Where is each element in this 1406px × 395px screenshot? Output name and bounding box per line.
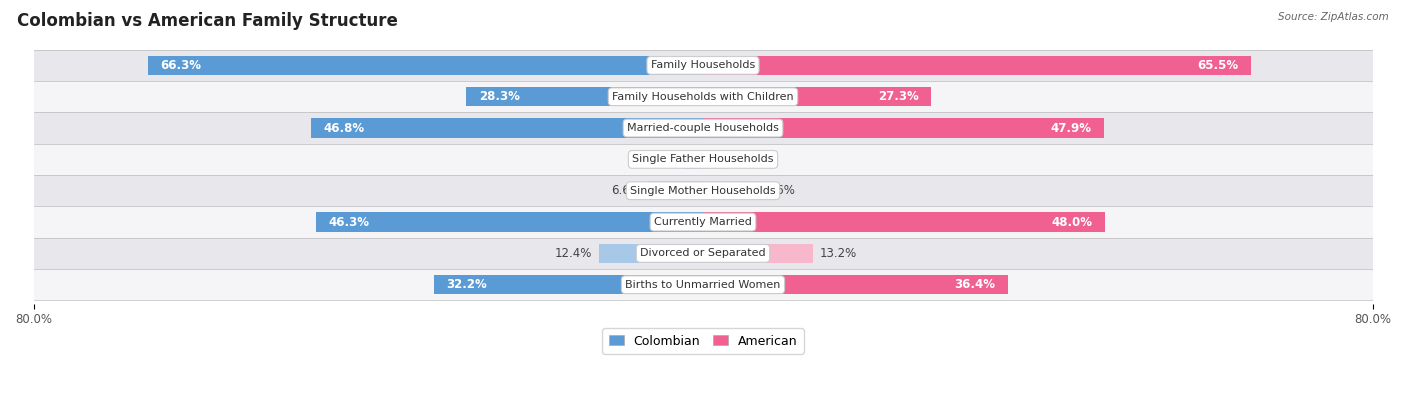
Text: Colombian vs American Family Structure: Colombian vs American Family Structure (17, 12, 398, 30)
Bar (315, 213, 703, 232)
Bar (703, 87, 931, 106)
Text: 2.4%: 2.4% (730, 153, 759, 166)
Bar (311, 118, 703, 138)
Bar (703, 244, 814, 263)
Text: Single Father Households: Single Father Households (633, 154, 773, 164)
Bar (703, 181, 758, 200)
Text: Source: ZipAtlas.com: Source: ZipAtlas.com (1278, 12, 1389, 22)
Bar (703, 56, 1251, 75)
Text: 48.0%: 48.0% (1052, 216, 1092, 229)
Bar (703, 213, 1105, 232)
Bar (34, 144, 1372, 175)
Text: 6.6%: 6.6% (765, 184, 794, 197)
Text: Family Households: Family Households (651, 60, 755, 70)
Bar (599, 244, 703, 263)
Bar (34, 81, 1372, 113)
Bar (148, 56, 703, 75)
Bar (467, 87, 703, 106)
Bar (34, 113, 1372, 144)
Text: 65.5%: 65.5% (1198, 59, 1239, 72)
Text: 27.3%: 27.3% (879, 90, 920, 103)
Bar (34, 175, 1372, 207)
Bar (703, 118, 1104, 138)
Bar (703, 275, 1008, 294)
Text: 12.4%: 12.4% (555, 247, 592, 260)
Bar (34, 207, 1372, 238)
Text: 13.2%: 13.2% (820, 247, 858, 260)
Text: Divorced or Separated: Divorced or Separated (640, 248, 766, 258)
Text: 66.3%: 66.3% (160, 59, 201, 72)
Text: 32.2%: 32.2% (446, 278, 486, 291)
Text: 36.4%: 36.4% (955, 278, 995, 291)
Text: Single Mother Households: Single Mother Households (630, 186, 776, 196)
Text: 28.3%: 28.3% (478, 90, 520, 103)
Bar (703, 150, 723, 169)
Bar (34, 50, 1372, 81)
Text: Currently Married: Currently Married (654, 217, 752, 227)
Bar (433, 275, 703, 294)
Bar (683, 150, 703, 169)
Text: 47.9%: 47.9% (1050, 122, 1091, 135)
Text: Births to Unmarried Women: Births to Unmarried Women (626, 280, 780, 290)
Text: 46.3%: 46.3% (328, 216, 370, 229)
Text: Family Households with Children: Family Households with Children (612, 92, 794, 102)
Bar (648, 181, 703, 200)
Text: 6.6%: 6.6% (612, 184, 641, 197)
Text: 2.3%: 2.3% (647, 153, 678, 166)
Text: 46.8%: 46.8% (323, 122, 366, 135)
Bar (34, 238, 1372, 269)
Legend: Colombian, American: Colombian, American (602, 328, 804, 354)
Text: Married-couple Households: Married-couple Households (627, 123, 779, 133)
Bar (34, 269, 1372, 301)
